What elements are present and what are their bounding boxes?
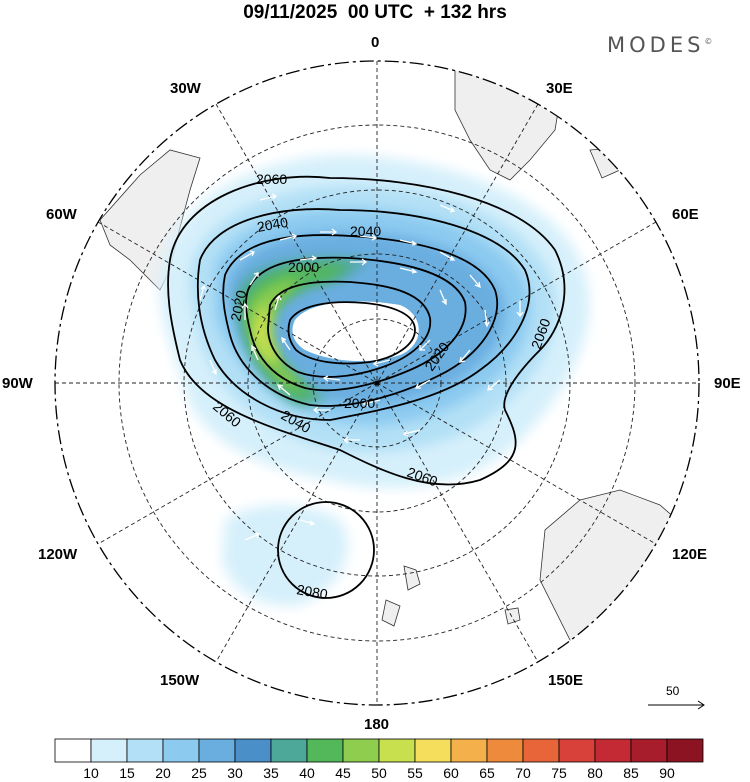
colorbar-swatch [522,738,560,763]
colorbar-tick-label: 75 [551,765,567,781]
lon-label-150w: 150W [160,672,200,689]
colorbar-swatch [486,738,524,763]
contour-label: 2040 [350,223,381,239]
chart-title: 09/11/2025 00 UTC + 132 hrs [243,2,507,23]
colorbar-swatch [306,738,344,763]
colorbar-swatch [594,738,632,763]
lon-label-120w: 120W [38,546,78,563]
modes-logo: MODES© [607,33,713,57]
colorbar-tick-label: 80 [587,765,603,781]
contour-label: 2080 [295,581,329,602]
height-contours [167,175,566,599]
lon-label-0: 0 [371,34,380,51]
africa-east [589,147,621,179]
vector-scale-arrow [648,700,705,710]
colorbar-swatch [126,738,164,763]
colorbar-swatch [630,738,668,763]
colorbar-swatch [558,738,596,763]
colorbar-swatch [198,738,236,763]
lon-label-90w: 90W [2,375,33,392]
colorbar-swatch [234,738,272,763]
new-zealand-north [403,565,421,591]
lon-label-90e: 90E [714,375,741,392]
colorbar-tick-label: 65 [479,765,495,781]
colorbar-tick-label: 70 [515,765,531,781]
colorbar-swatch [54,738,92,763]
colorbar-swatch [162,738,200,763]
tasmania [504,607,521,625]
colorbar-swatch [270,738,308,763]
colorbar-tick-label: 85 [623,765,639,781]
lon-label-30w: 30W [170,80,201,97]
colorbar-tick-label: 35 [263,765,279,781]
lon-label-60w: 60W [46,206,77,223]
colorbar-tick-label: 10 [83,765,99,781]
lon-label-120e: 120E [672,546,708,563]
colorbar-swatch [90,738,128,763]
colorbar-tick-label: 45 [335,765,351,781]
colorbar-swatch [342,738,380,763]
new-zealand-south [381,599,401,627]
wind-vectors [199,193,524,541]
colorbar-tick-label: 25 [191,765,207,781]
contour-label: 2020 [227,289,249,323]
colorbar-tick-label: 50 [371,765,387,781]
colorbar-tick-label: 90 [659,765,675,781]
lon-label-150e: 150E [548,672,584,689]
colorbar-swatch [414,738,452,763]
colorbar-tick-label: 30 [227,765,243,781]
contour-label: 2040 [256,214,290,235]
contour-label: 2000 [288,259,319,275]
lon-label-30e: 30E [546,80,573,97]
colorbar [54,738,704,763]
australia [539,489,699,681]
colorbar-swatch [450,738,488,763]
colorbar-tick-label: 20 [155,765,171,781]
lon-label-60e: 60E [672,206,699,223]
vector-scale-label: 50 [666,684,680,698]
contour-label: 2060 [256,171,287,187]
colorbar-tick-label: 55 [407,765,423,781]
africa [454,61,561,181]
pole-marker [374,380,380,386]
colorbar-swatch [666,738,704,763]
colorbar-tick-label: 60 [443,765,459,781]
colorbar-swatch [378,738,416,763]
map-boundary [54,60,700,706]
colorbar-tick-label: 40 [299,765,315,781]
colorbar-tick-label: 15 [119,765,135,781]
contour-label: 2000 [344,395,375,411]
lon-label-180: 180 [364,716,390,733]
